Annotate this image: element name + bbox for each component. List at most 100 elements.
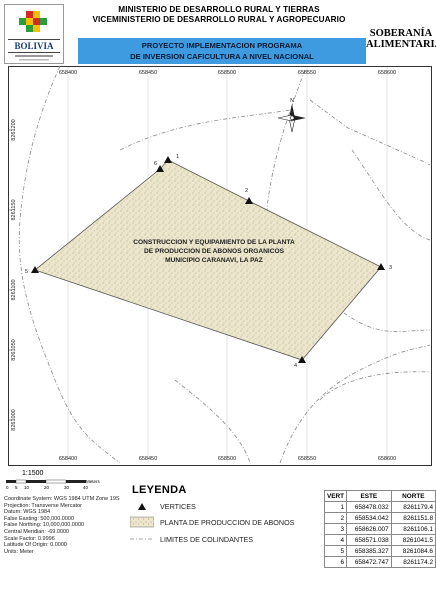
cell-este: 658626.007: [346, 523, 392, 535]
coord-line: Latitude Of Origin: 0.0000: [4, 542, 67, 549]
dashed-line-icon: [130, 538, 154, 540]
vertices-table: VERT ESTE NORTE 1 658478.032 8261179.4 2 65…: [323, 490, 436, 568]
y-tick-1: 8261150: [11, 199, 17, 220]
legend-label: PLANTA DE PRODUCCION DE ABONOS: [160, 517, 295, 527]
scale-tick-2: 10: [24, 485, 30, 490]
x-tick-top-4: 658600: [378, 70, 396, 76]
cell-norte: 8261106.1: [390, 523, 436, 535]
cell-vert: 1: [323, 501, 348, 513]
header-norte: NORTE: [390, 490, 436, 502]
vertex-label-3: 3: [389, 265, 392, 271]
cell-este: 658472.747: [346, 556, 392, 568]
legend-label: VERTICES: [160, 502, 196, 511]
x-tick-bot-1: 658450: [139, 456, 157, 462]
coord-line: Central Meridian: -69.0000: [4, 528, 70, 535]
ministry-line2: VICEMINISTERIO DE DESARROLLO RURAL Y AGR…: [92, 15, 346, 24]
table-row: 3 658626.007 8261106.1: [323, 523, 436, 535]
coord-line: Units: Meter: [4, 548, 34, 555]
cell-norte: 8261084.6: [390, 545, 436, 557]
vertex-triangle-icon: [138, 502, 146, 510]
vertex-3-marker: [377, 263, 385, 270]
vertex-2-marker: [245, 197, 253, 204]
vertex-1-marker: [164, 156, 172, 163]
coord-line: False Easting: 500,000.0000: [4, 515, 75, 522]
x-tick-bot-0: 658400: [59, 456, 77, 462]
legend-title: LEYENDA: [132, 484, 187, 496]
vertex-5-marker: [31, 266, 39, 273]
x-tick-bot-2: 658500: [218, 456, 236, 462]
sob-line1: SOBERANÍA: [369, 28, 433, 39]
project-line2: DE INVERSION CAFICULTURA A NIVEL NACIONA…: [130, 51, 314, 61]
vertex-markers: [31, 156, 385, 363]
logo-text: BOLIVIA: [14, 41, 54, 51]
x-tick-top-1: 658450: [139, 70, 157, 76]
legend-item-limites: LIMITES DE COLINDANTES: [130, 531, 320, 547]
scale-ratio: 1:1500: [22, 470, 44, 477]
coord-line: Projection: Transverse Mercator: [4, 502, 82, 509]
table-row: 6 658472.747 8261174.2: [323, 556, 436, 568]
legend-label: LIMITES DE COLINDANTES: [160, 534, 254, 544]
coord-line: Scale Factor: 0.9996: [4, 535, 55, 542]
cell-vert: 5: [323, 545, 348, 557]
ministry-line1: MINISTERIO DE DESARROLLO RURAL Y TIERRAS: [118, 5, 320, 14]
x-tick-top-2: 658500: [218, 70, 236, 76]
vertex-4-marker: [298, 356, 306, 363]
colindantes-lines: [18, 65, 431, 464]
vertex-label-1: 1: [176, 154, 179, 160]
vertex-label-2: 2: [245, 188, 248, 194]
north-label: N: [290, 98, 294, 104]
ministry-title: MINISTERIO DE DESARROLLO RURAL Y TIERRAS…: [66, 5, 372, 25]
cell-vert: 2: [323, 512, 348, 524]
vertices-table-wrap: VERT ESTE NORTE 1 658478.032 8261179.4 2 65…: [323, 490, 436, 568]
x-tick-top-3: 658550: [298, 70, 316, 76]
scale-unit: Meters: [86, 479, 101, 484]
x-tick-bot-4: 658600: [378, 456, 396, 462]
table-row: 2 658534.042 8261151.8: [323, 512, 436, 524]
sob-line2: ALIMENTARIA: [366, 39, 436, 50]
legend: VERTICES PLANTA DE PRODUCCION DE ABONOS …: [130, 500, 320, 547]
y-tick-0: 8261200: [11, 119, 17, 140]
cell-norte: 8261179.4: [390, 501, 436, 513]
cell-vert: 3: [323, 523, 348, 535]
vertex-label-5: 5: [25, 269, 28, 275]
bolivia-logo: BOLIVIA: [4, 4, 64, 64]
header: BOLIVIA MINISTERIO DE DESARROLLO RURAL Y…: [0, 0, 436, 66]
map-canvas: 1 2 3 4 5 6 CONSTRUCCION Y EQUIPAMIENTO …: [8, 65, 431, 464]
parcel-label-line2: DE PRODUCCION DE ABONOS ORGANICOS: [144, 248, 285, 255]
scale-bar: 0 5 10 20 30 40 Meters: [6, 479, 101, 490]
coordinate-info: Coordinate System: WGS 1984 UTM Zone 19S…: [4, 496, 124, 555]
y-tick-4: 8261000: [11, 409, 17, 430]
cell-este: 658385.327: [346, 545, 392, 557]
y-tick-marks: [8, 129, 12, 421]
y-tick-3: 8261050: [11, 339, 17, 360]
scale-block: 1:1500 0 5 10 20 30 40 Meters Coordinate…: [4, 470, 124, 555]
vertex-6-marker: [156, 165, 164, 172]
scale-tick-3: 20: [44, 485, 50, 490]
cell-este: 658478.032: [346, 501, 392, 513]
coord-line: Datum: WGS 1984: [4, 509, 51, 516]
north-arrow-icon: N: [277, 98, 306, 133]
planta-swatch-icon: [130, 516, 154, 528]
vertex-label-6: 6: [154, 161, 157, 167]
header-este: ESTE: [346, 490, 392, 502]
header-vert: VERT: [323, 490, 348, 502]
project-line1: PROYECTO IMPLEMENTACION PROGRAMA: [141, 41, 303, 50]
coord-line: False Northing: 10,000,000.0000: [4, 522, 85, 529]
map-frame: [8, 66, 432, 466]
legend-item-vertices: VERTICES: [130, 500, 320, 513]
coord-line: Coordinate System: WGS 1984 UTM Zone 19S: [4, 496, 120, 502]
cell-norte: 8261041.5: [390, 534, 436, 546]
scale-tick-5: 40: [83, 485, 89, 490]
legend-item-planta: PLANTA DE PRODUCCION DE ABONOS: [130, 513, 320, 531]
table-row: 4 658571.038 8261041.5: [323, 534, 436, 546]
scale-tick-0: 0: [6, 485, 9, 490]
x-tick-top-0: 658400: [59, 70, 77, 76]
scale-tick-4: 30: [64, 485, 70, 490]
table-row: 1 658478.032 8261179.4: [323, 501, 436, 513]
project-banner: PROYECTO IMPLEMENTACION PROGRAMA DE INVE…: [78, 38, 366, 64]
cell-vert: 4: [323, 534, 348, 546]
parcel-label-line1: CONSTRUCCION Y EQUIPAMIENTO DE LA PLANTA: [133, 239, 295, 246]
parcel-label-line3: MUNICIPIO CARANAVI, LA PAZ: [165, 257, 263, 264]
coat-of-arms-icon: [19, 11, 47, 32]
y-tick-2: 8261100: [11, 279, 17, 300]
